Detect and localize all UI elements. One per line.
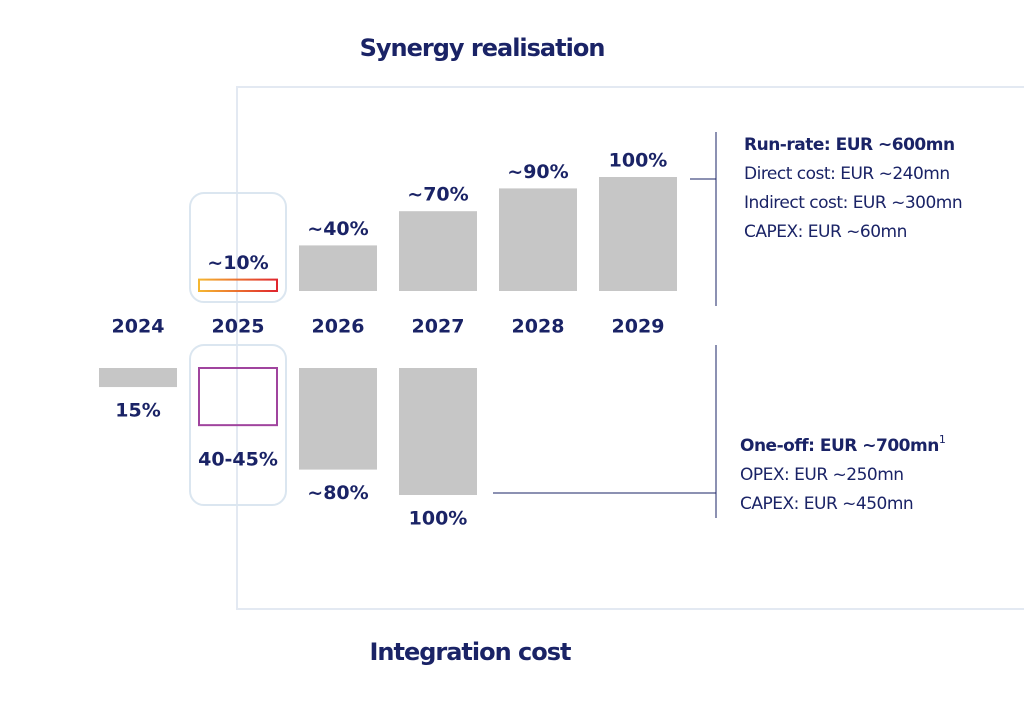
value-label: 100% [409,508,468,530]
summary-line: CAPEX: EUR ~450mn [740,494,913,514]
x-tick-label: 2027 [412,316,465,338]
x-tick-label: 2026 [312,316,365,338]
bar [198,278,278,293]
value-label: ~10% [207,252,268,274]
value-label: ~80% [307,482,368,504]
x-tick-label: 2028 [512,316,565,338]
summary-heading-text: One-off: EUR ~700mn [740,436,939,456]
summary-line: Indirect cost: EUR ~300mn [744,193,962,213]
bar [198,367,278,427]
value-label: ~90% [507,161,568,183]
bar [99,368,177,388]
summary-heading: Run-rate: EUR ~600mn [744,135,955,155]
value-label: 15% [115,400,160,422]
summary-line: Direct cost: EUR ~240mn [744,164,950,184]
value-label: 100% [609,150,668,172]
value-label: 40-45% [198,449,278,471]
summary-line: CAPEX: EUR ~60mn [744,222,907,242]
bar [499,188,577,291]
value-label: ~70% [407,184,468,206]
frame [236,86,1024,610]
summary-heading: One-off: EUR ~700mn1 [740,433,945,456]
bar [299,245,377,291]
summary-heading-text: Run-rate: EUR ~600mn [744,135,955,155]
bar [599,177,677,291]
value-label: ~40% [307,218,368,240]
summary-line: OPEX: EUR ~250mn [740,465,904,485]
x-tick-label: 2025 [212,316,265,338]
bar [399,368,477,495]
highlight-frame [189,192,287,303]
chart-title: Synergy realisation [360,34,605,62]
chart-title: Integration cost [369,638,571,666]
x-tick-label: 2024 [112,316,165,338]
x-tick-label: 2029 [612,316,665,338]
bar [399,211,477,291]
bar [299,368,377,470]
footnote-marker: 1 [939,433,946,446]
highlight-frame [189,344,287,506]
